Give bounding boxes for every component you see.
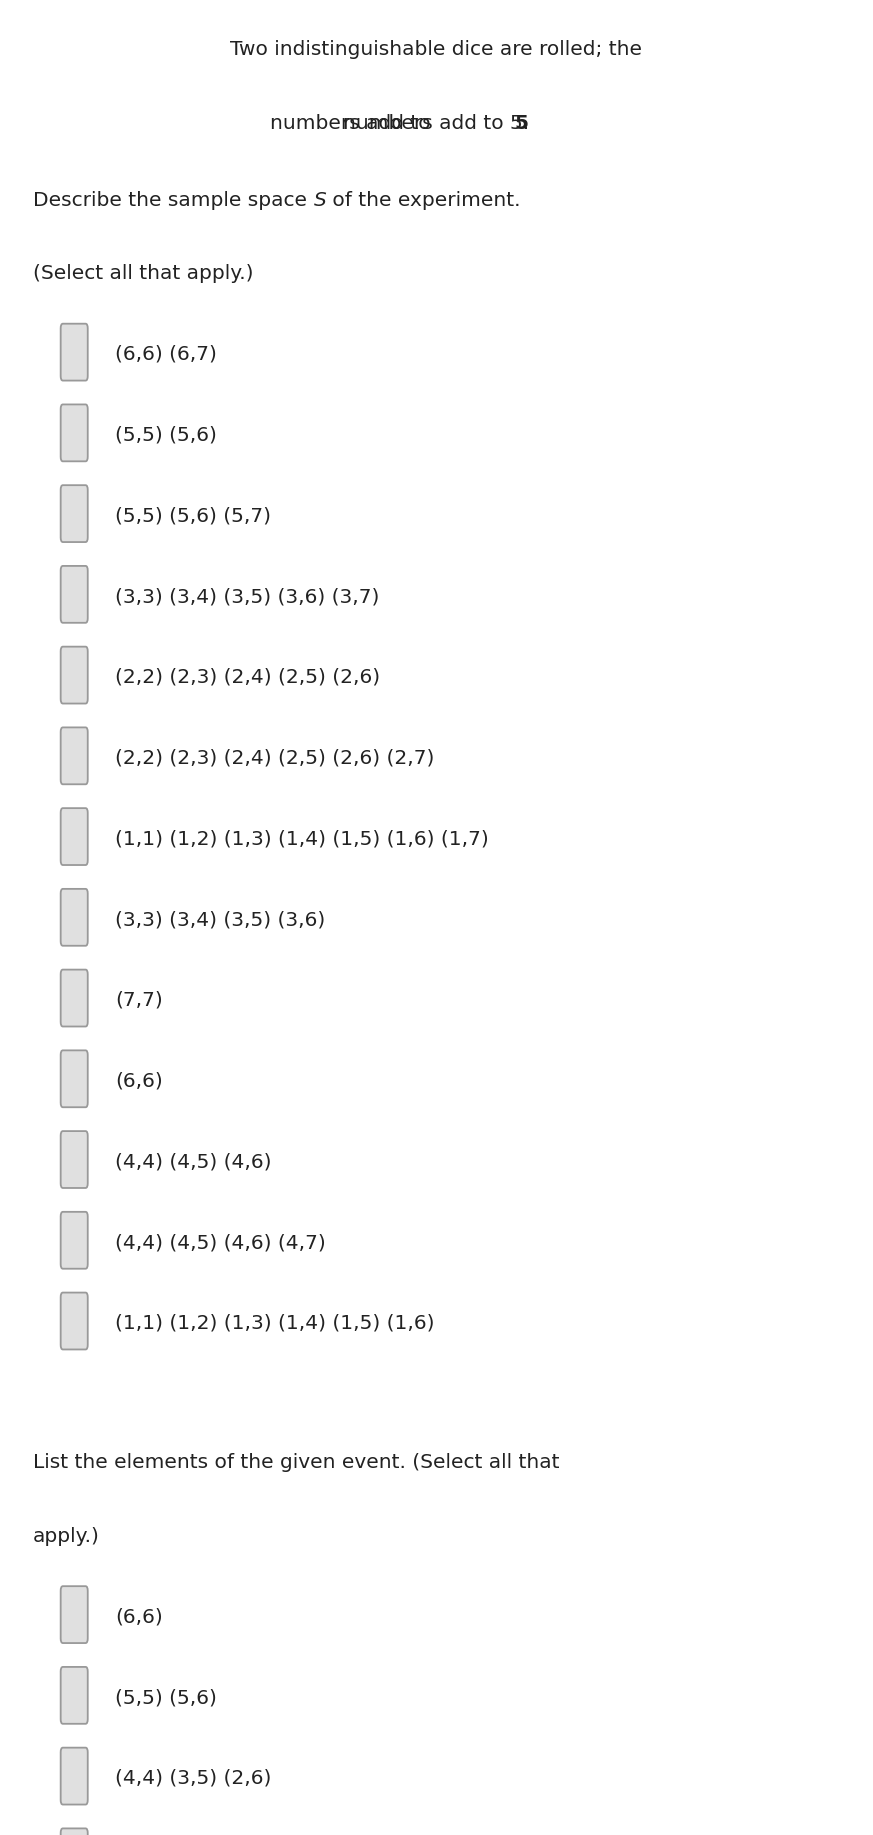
Text: S: S	[313, 191, 327, 209]
FancyBboxPatch shape	[61, 1050, 87, 1107]
Text: (7,7): (7,7)	[115, 991, 163, 1009]
FancyBboxPatch shape	[61, 1747, 87, 1804]
Text: (2,2) (2,3) (2,4) (2,5) (2,6): (2,2) (2,3) (2,4) (2,5) (2,6)	[115, 668, 381, 686]
Text: (5,5) (5,6): (5,5) (5,6)	[115, 426, 217, 444]
Text: List the elements of the given event. (Select all that: List the elements of the given event. (S…	[33, 1453, 560, 1472]
Text: (Select all that apply.): (Select all that apply.)	[33, 264, 254, 283]
FancyBboxPatch shape	[61, 646, 87, 703]
FancyBboxPatch shape	[61, 1130, 87, 1187]
Text: (3,3) (3,4) (3,5) (3,6): (3,3) (3,4) (3,5) (3,6)	[115, 910, 326, 929]
Text: (6,6) (6,7): (6,6) (6,7)	[115, 345, 217, 363]
Text: numbers add to 5.: numbers add to 5.	[343, 114, 530, 132]
FancyBboxPatch shape	[61, 727, 87, 784]
Text: (6,6): (6,6)	[115, 1072, 163, 1090]
Text: (2,2) (2,3) (2,4) (2,5) (2,6) (2,7): (2,2) (2,3) (2,4) (2,5) (2,6) (2,7)	[115, 749, 435, 767]
Text: (1,1) (1,2) (1,3) (1,4) (1,5) (1,6): (1,1) (1,2) (1,3) (1,4) (1,5) (1,6)	[115, 1314, 435, 1332]
Text: Two indistinguishable dice are rolled; the: Two indistinguishable dice are rolled; t…	[230, 40, 643, 59]
Text: 5: 5	[515, 114, 529, 132]
FancyBboxPatch shape	[61, 484, 87, 541]
Text: numbers add to: numbers add to	[270, 114, 436, 132]
Text: (5,5) (5,6): (5,5) (5,6)	[115, 1688, 217, 1707]
Text: numbers add to 5.: numbers add to 5.	[343, 114, 530, 132]
FancyBboxPatch shape	[61, 323, 87, 380]
FancyBboxPatch shape	[61, 404, 87, 461]
FancyBboxPatch shape	[61, 1585, 87, 1642]
Text: (4,4) (4,5) (4,6): (4,4) (4,5) (4,6)	[115, 1152, 272, 1171]
Text: Describe the sample space S of the experiment.: Describe the sample space S of the exper…	[33, 191, 521, 209]
FancyBboxPatch shape	[61, 888, 87, 945]
FancyBboxPatch shape	[61, 1666, 87, 1723]
FancyBboxPatch shape	[61, 565, 87, 622]
Text: (5,5) (5,6) (5,7): (5,5) (5,6) (5,7)	[115, 506, 272, 525]
FancyBboxPatch shape	[61, 1828, 87, 1835]
Text: Describe the sample space: Describe the sample space	[33, 191, 313, 209]
Text: apply.): apply.)	[33, 1527, 100, 1545]
Text: (4,4) (4,5) (4,6) (4,7): (4,4) (4,5) (4,6) (4,7)	[115, 1233, 326, 1251]
FancyBboxPatch shape	[61, 807, 87, 864]
Text: (3,3) (3,4) (3,5) (3,6) (3,7): (3,3) (3,4) (3,5) (3,6) (3,7)	[115, 587, 380, 606]
Text: numbers add to .: numbers add to .	[350, 114, 523, 132]
FancyBboxPatch shape	[61, 1211, 87, 1268]
FancyBboxPatch shape	[61, 1292, 87, 1349]
Text: of the experiment.: of the experiment.	[327, 191, 521, 209]
Text: (1,1) (1,2) (1,3) (1,4) (1,5) (1,6) (1,7): (1,1) (1,2) (1,3) (1,4) (1,5) (1,6) (1,7…	[115, 829, 489, 848]
Text: (4,4) (3,5) (2,6): (4,4) (3,5) (2,6)	[115, 1769, 272, 1787]
Text: numbers add to 5.: numbers add to 5.	[0, 114, 186, 132]
Text: (6,6): (6,6)	[115, 1607, 163, 1626]
FancyBboxPatch shape	[61, 969, 87, 1026]
